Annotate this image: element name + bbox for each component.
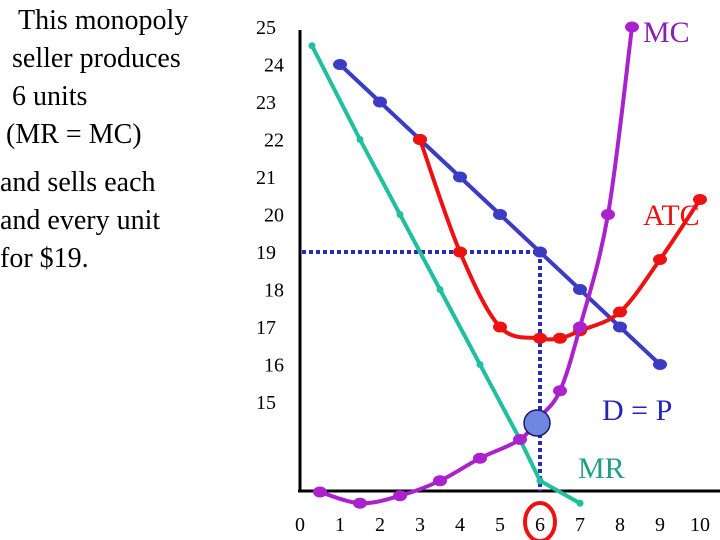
x-tick-0: 0 bbox=[295, 514, 305, 536]
y-tick-21: 21 bbox=[256, 167, 276, 189]
caption-line-4: (MR = MC) bbox=[6, 119, 142, 150]
caption-line-1: This monopoly bbox=[18, 5, 189, 36]
mc-point-4 bbox=[433, 475, 447, 487]
mr-point-8 bbox=[576, 499, 584, 507]
caption-line-3: 6 units bbox=[12, 81, 88, 112]
y-tick-labels: 15 16 17 18 19 20 21 22 23 24 25 bbox=[256, 17, 284, 414]
mr-point-4 bbox=[436, 286, 444, 293]
atc-point-2 bbox=[453, 246, 467, 258]
x-tick-5: 5 bbox=[495, 514, 505, 536]
mc-point-8 bbox=[553, 385, 567, 397]
x-tick-10: 10 bbox=[690, 514, 710, 536]
atc-curve bbox=[418, 137, 702, 342]
y-tick-22: 22 bbox=[264, 130, 284, 152]
mc-point-3 bbox=[393, 490, 407, 502]
atc-point-7 bbox=[613, 306, 627, 318]
axes bbox=[298, 30, 720, 493]
atc-point-3 bbox=[493, 321, 507, 333]
d-p-point-1 bbox=[333, 59, 347, 70]
atc-point-1 bbox=[413, 134, 427, 145]
caption-line-7: for $19. bbox=[0, 243, 89, 274]
atc-point-9 bbox=[693, 194, 707, 205]
mr-point-1 bbox=[308, 42, 316, 50]
d-p-point-9 bbox=[653, 359, 667, 370]
mc-point-5 bbox=[473, 452, 487, 464]
mc-point-9 bbox=[573, 321, 587, 333]
quantity-highlight-circle bbox=[523, 501, 557, 540]
mc-curve bbox=[318, 25, 634, 506]
label-mr: MR bbox=[578, 452, 625, 485]
y-tick-16: 16 bbox=[264, 355, 284, 377]
atc-point-4 bbox=[533, 332, 547, 344]
mr-point-5 bbox=[476, 361, 484, 368]
curve-labels: MC ATC D = P MR bbox=[578, 16, 700, 485]
mc-point-1 bbox=[313, 486, 327, 498]
d-p-point-2 bbox=[373, 96, 387, 108]
label-mc: MC bbox=[643, 16, 690, 49]
caption-line-5: and sells each bbox=[0, 167, 156, 198]
mc-point-6 bbox=[513, 434, 527, 445]
d-p-point-7 bbox=[573, 284, 587, 295]
x-tick-9: 9 bbox=[655, 514, 665, 536]
mr-mc-intersection-marker bbox=[523, 409, 551, 437]
d-p-point-5 bbox=[493, 209, 507, 220]
d-p-point-6 bbox=[533, 246, 547, 258]
mr-point-7 bbox=[536, 477, 544, 485]
x-tick-1: 1 bbox=[335, 514, 345, 536]
y-tick-20: 20 bbox=[264, 205, 284, 227]
y-tick-17: 17 bbox=[256, 317, 276, 339]
y-tick-24: 24 bbox=[264, 55, 284, 77]
atc-point-8 bbox=[653, 254, 667, 265]
atc-point-5 bbox=[553, 332, 567, 344]
mc-point-10 bbox=[601, 209, 615, 220]
y-tick-25: 25 bbox=[256, 17, 276, 39]
y-tick-19: 19 bbox=[256, 242, 276, 264]
curves bbox=[308, 21, 707, 509]
y-tick-18: 18 bbox=[264, 280, 284, 302]
x-tick-3: 3 bbox=[415, 514, 425, 536]
y-tick-15: 15 bbox=[256, 392, 276, 414]
mc-point-2 bbox=[353, 497, 367, 509]
mr-point-2 bbox=[356, 136, 364, 143]
mr-curve bbox=[310, 43, 582, 506]
y-tick-23: 23 bbox=[256, 92, 276, 114]
label-atc: ATC bbox=[643, 199, 700, 232]
equilibrium-guides bbox=[302, 250, 542, 491]
d-p-point-8 bbox=[613, 321, 627, 333]
d-p-point-4 bbox=[453, 171, 467, 183]
mr-point-3 bbox=[396, 211, 404, 218]
x-tick-6: 6 bbox=[535, 514, 545, 536]
x-tick-labels: 0 1 2 3 4 5 6 7 8 9 10 bbox=[295, 501, 710, 540]
x-tick-8: 8 bbox=[615, 514, 625, 536]
label-d: D = P bbox=[602, 394, 672, 427]
caption-line-6: and every unit bbox=[0, 205, 161, 236]
x-tick-2: 2 bbox=[375, 514, 385, 536]
caption-line-2: seller produces bbox=[12, 43, 181, 74]
mc-point-11 bbox=[625, 21, 639, 33]
x-tick-7: 7 bbox=[575, 514, 585, 536]
x-tick-4: 4 bbox=[455, 514, 465, 536]
